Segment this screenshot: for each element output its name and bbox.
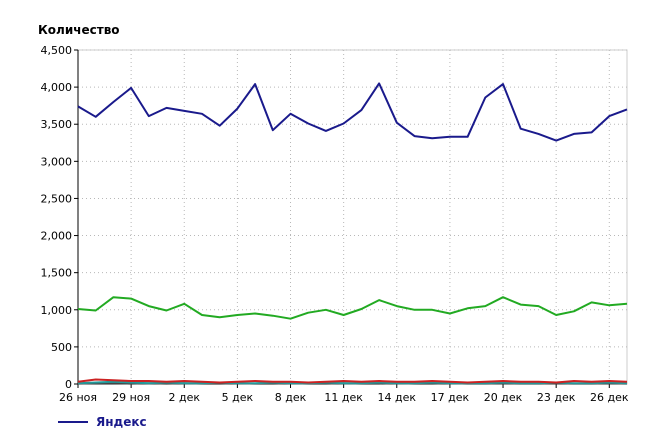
x-tick-label: 5 дек — [222, 391, 254, 404]
y-tick-label: 2,500 — [41, 192, 73, 205]
legend-label: Яндекс — [96, 415, 147, 429]
y-tick-label: 3,500 — [41, 118, 73, 131]
x-tick-label: 26 дек — [590, 391, 629, 404]
x-tick-label: 11 дек — [324, 391, 363, 404]
y-tick-label: 2,000 — [41, 230, 73, 243]
y-tick-label: 1,000 — [41, 304, 73, 317]
series-lines — [78, 83, 627, 383]
x-tick-label: 14 дек — [378, 391, 417, 404]
x-tick-label: 20 дек — [484, 391, 523, 404]
y-tick-label: 4,500 — [41, 44, 73, 57]
x-tick-label: 26 ноя — [59, 391, 97, 404]
y-tick-label: 4,000 — [41, 81, 73, 94]
y-tick-label: 3,000 — [41, 155, 73, 168]
x-tick-label: 2 дек — [169, 391, 201, 404]
y-axis-title: Количество — [38, 23, 120, 37]
series-line — [78, 380, 627, 383]
y-tick-label: 500 — [51, 341, 72, 354]
legend: Яндекс — [58, 415, 147, 429]
plot-area — [78, 50, 627, 384]
x-tick-label: 23 дек — [537, 391, 576, 404]
x-tick-label: 8 дек — [275, 391, 307, 404]
series-line — [78, 297, 627, 319]
gridlines — [78, 50, 627, 384]
y-tick-label: 0 — [65, 378, 72, 391]
series-line — [78, 83, 627, 140]
x-tick-label: 17 дек — [431, 391, 470, 404]
x-tick-label: 29 ноя — [112, 391, 150, 404]
axes: 0 500 1,000 1,500 2,000 2,500 3,000 3,500 4,000 4… — [41, 44, 629, 404]
y-tick-label: 1,500 — [41, 267, 73, 280]
